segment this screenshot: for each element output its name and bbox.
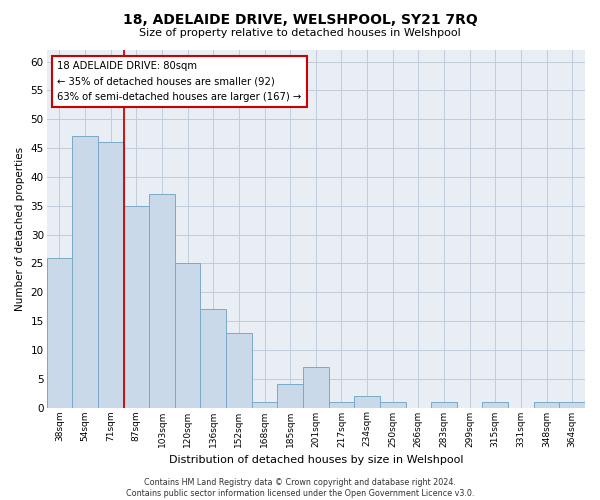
Bar (98, 142, 124, 408)
Bar (329, 402, 354, 407)
Bar (534, 402, 559, 407)
Text: 18, ADELAIDE DRIVE, WELSHPOOL, SY21 7RQ: 18, ADELAIDE DRIVE, WELSHPOOL, SY21 7RQ (122, 12, 478, 26)
Text: Size of property relative to detached houses in Welshpool: Size of property relative to detached ho… (139, 28, 461, 38)
Bar (200, 310, 226, 408)
Bar (303, 367, 329, 408)
X-axis label: Distribution of detached houses by size in Welshpool: Distribution of detached houses by size … (169, 455, 463, 465)
Bar (226, 332, 251, 407)
Bar (380, 402, 406, 407)
Bar (559, 402, 585, 407)
Bar (431, 402, 457, 407)
Bar (354, 396, 380, 407)
Bar (277, 384, 303, 407)
Text: 18 ADELAIDE DRIVE: 80sqm
← 35% of detached houses are smaller (92)
63% of semi-d: 18 ADELAIDE DRIVE: 80sqm ← 35% of detach… (58, 60, 302, 102)
Bar (72, 136, 98, 407)
Bar (482, 402, 508, 407)
Bar (149, 194, 175, 408)
Y-axis label: Number of detached properties: Number of detached properties (15, 146, 25, 311)
Bar (47, 258, 72, 408)
Bar (251, 402, 277, 407)
Bar (175, 264, 200, 408)
Text: Contains HM Land Registry data © Crown copyright and database right 2024.
Contai: Contains HM Land Registry data © Crown c… (126, 478, 474, 498)
Bar (124, 206, 149, 408)
